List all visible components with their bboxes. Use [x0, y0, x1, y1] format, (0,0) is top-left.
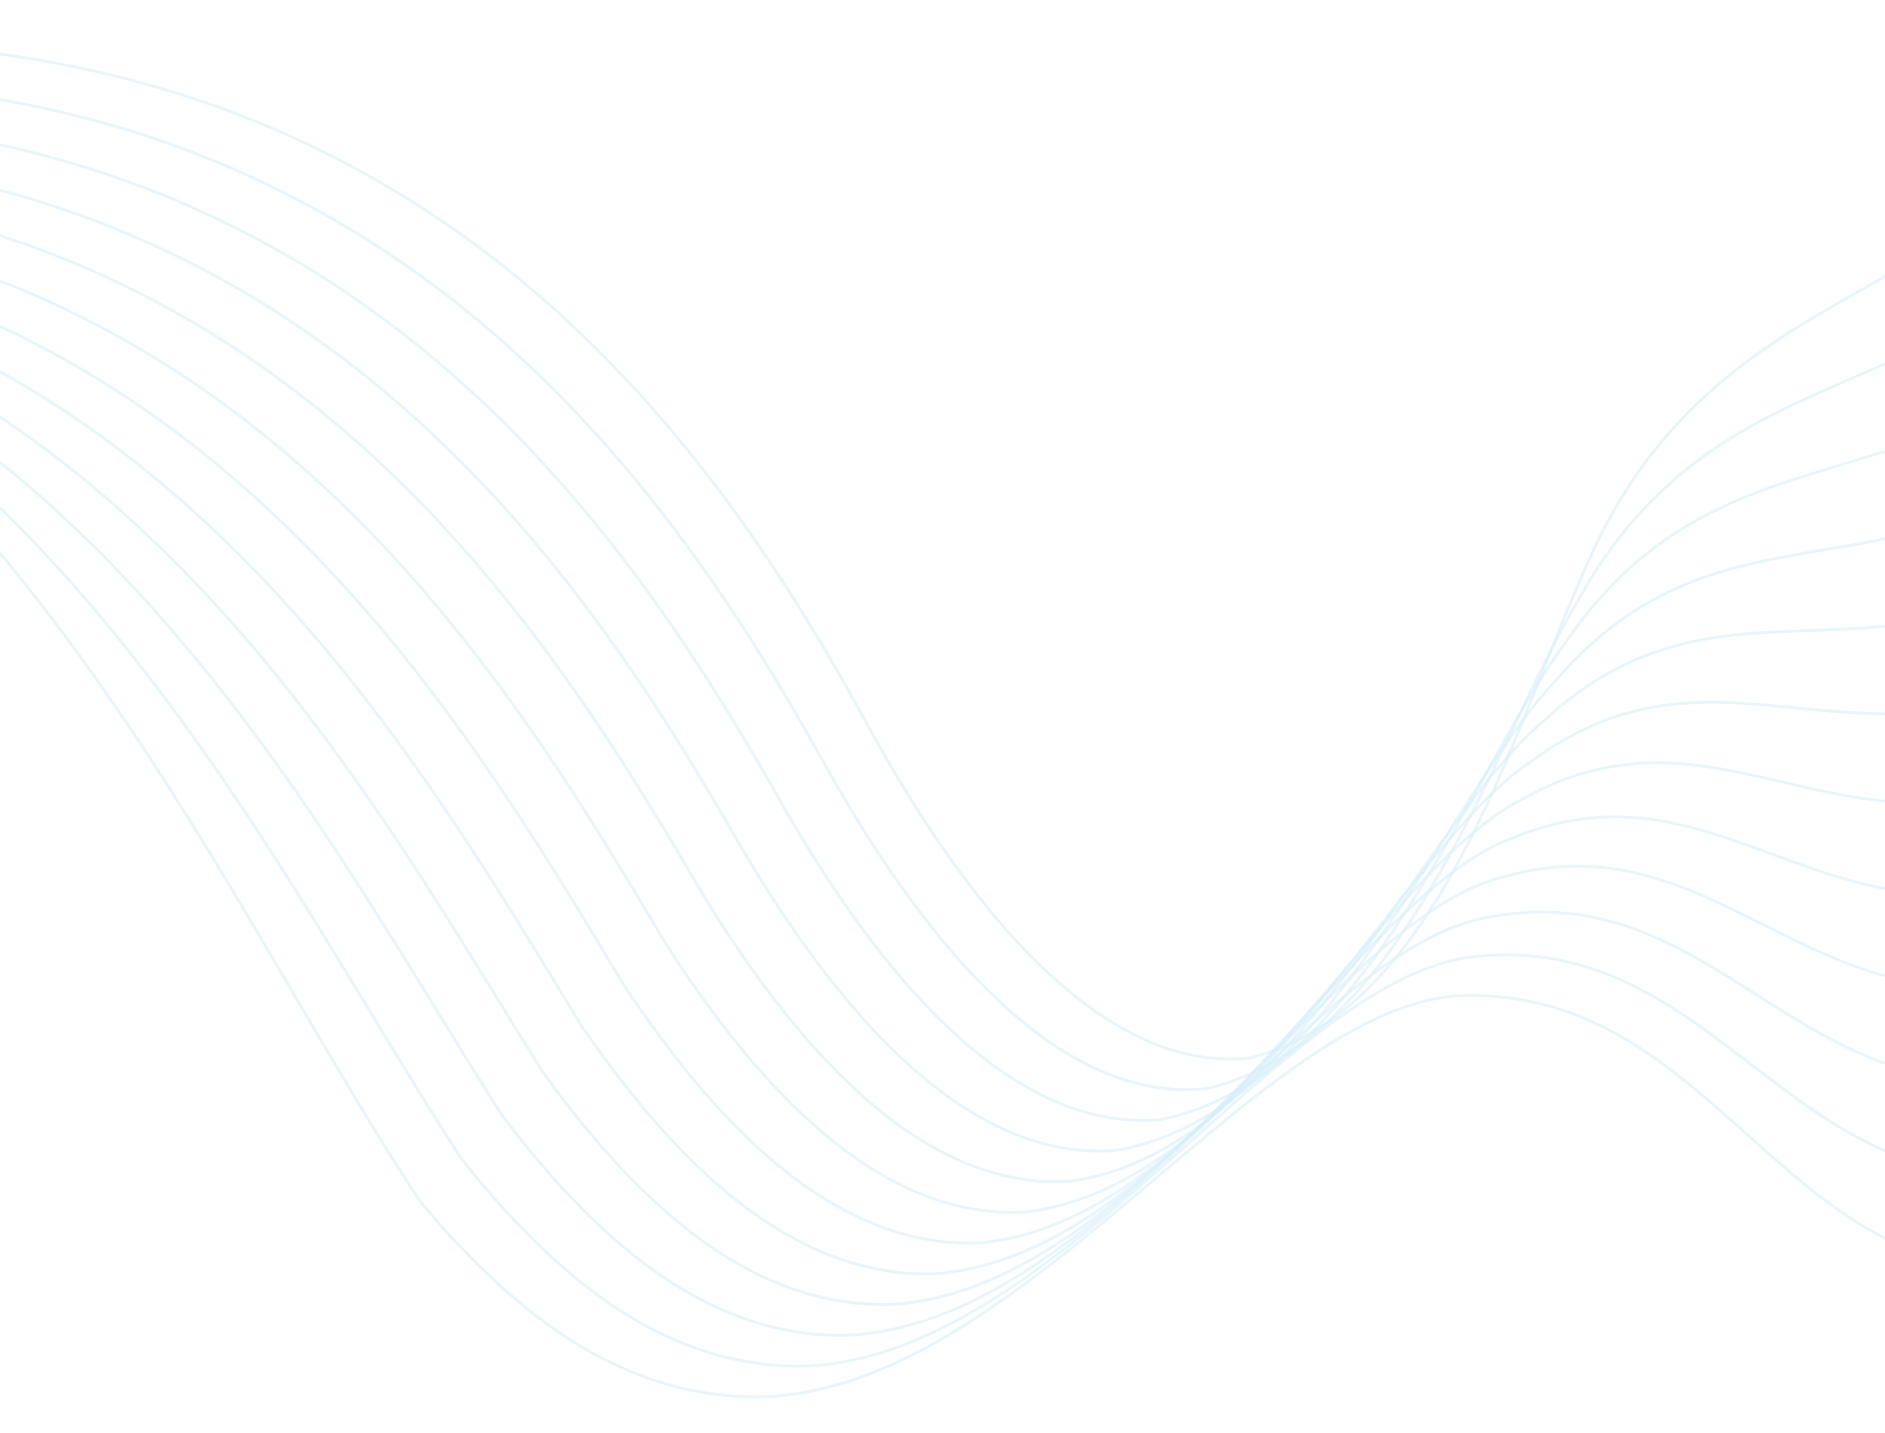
- wave-line: [0, 143, 1885, 1122]
- wave-line: [0, 552, 1885, 1399]
- wave-line: [0, 370, 1885, 1276]
- wave-line: [0, 324, 1885, 1245]
- wave-line: [0, 279, 1885, 1214]
- wave-line: [0, 98, 1885, 1092]
- wave-line: [0, 415, 1885, 1306]
- wave-line: [0, 506, 1885, 1368]
- wave-line: [0, 52, 1885, 1061]
- wave-line: [0, 188, 1885, 1153]
- wave-line: [0, 234, 1885, 1184]
- wave-line: [0, 461, 1885, 1337]
